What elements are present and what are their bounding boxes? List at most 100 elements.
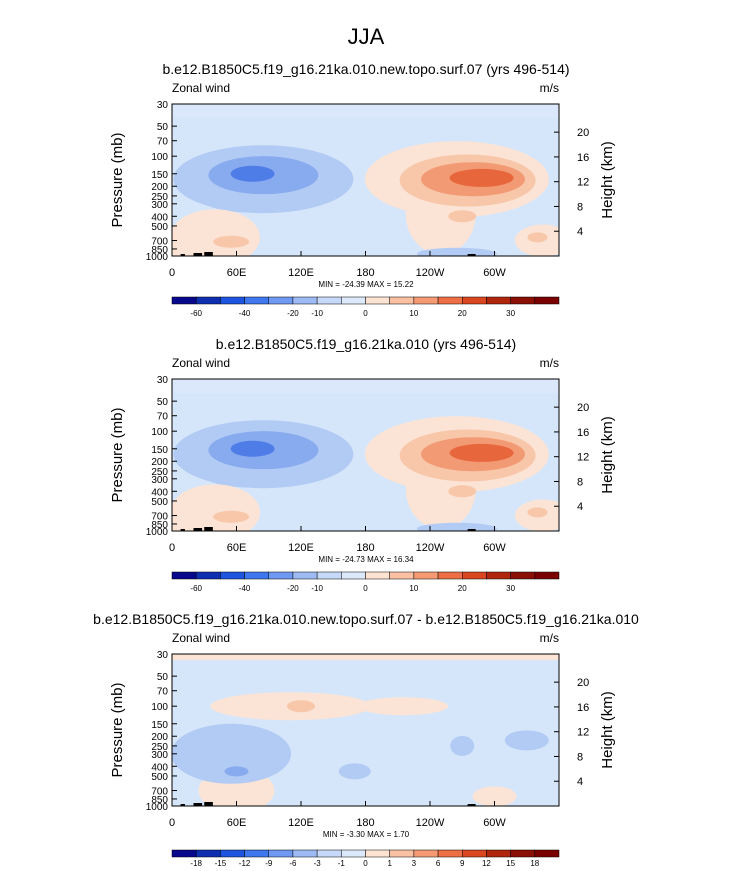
- contour-westerly-core: [449, 168, 514, 187]
- figure-title: JJA: [348, 24, 385, 49]
- colorbar-swatch: [171, 571, 197, 580]
- height-tick-label: 16: [577, 427, 589, 439]
- colorbar-swatch: [292, 296, 318, 305]
- y-tick-label: 50: [157, 122, 169, 133]
- colorbar-label: -6: [289, 859, 297, 868]
- x-tick-label: 60W: [483, 542, 506, 554]
- x-tick-label: 120E: [288, 542, 314, 554]
- contour-easterly-core: [230, 440, 275, 457]
- colorbar-swatch: [534, 296, 560, 305]
- y-tick-label: 300: [151, 200, 168, 211]
- contour-easterly-core: [230, 165, 275, 182]
- y-tick-label: 1000: [146, 802, 169, 813]
- colorbar-swatch: [244, 849, 269, 858]
- colorbar-swatch: [268, 849, 294, 858]
- colorbar-label: 30: [506, 309, 515, 318]
- height-tick-label: 20: [577, 127, 589, 139]
- topography-block: [180, 254, 185, 256]
- colorbar-label: -60: [190, 584, 202, 593]
- y-tick-label: 400: [151, 487, 168, 498]
- colorbar-swatch: [316, 849, 342, 858]
- y-tick-label: 150: [151, 170, 168, 181]
- y-tick-label: 500: [151, 222, 168, 233]
- height-tick-label: 8: [577, 201, 583, 213]
- contour-low-west: [172, 484, 260, 531]
- colorbar-swatch: [510, 571, 536, 580]
- colorbar-label: -40: [239, 309, 251, 318]
- y-tick-label: 50: [157, 672, 169, 683]
- y-tick-label: 700: [151, 237, 168, 248]
- contour-diff-neg4: [338, 763, 371, 780]
- colorbar-swatch: [195, 296, 221, 305]
- y-axis-label: Pressure (mb): [109, 682, 126, 777]
- y-tick-label: 700: [151, 512, 168, 523]
- panel-title: b.e12.B1850C5.f19_g16.21ka.010.new.topo.…: [162, 61, 569, 77]
- colorbar-swatch: [292, 849, 318, 858]
- y-tick-label: 30: [157, 650, 169, 661]
- colorbar-label: 30: [506, 584, 515, 593]
- x-tick-label: 180: [356, 817, 374, 829]
- contour-low-west: [172, 209, 260, 256]
- panel-1: b.e12.B1850C5.f19_g16.21ka.010.new.topo.…: [109, 61, 616, 318]
- topography-block: [180, 529, 185, 531]
- x-tick-label: 60E: [227, 267, 247, 279]
- contour-low-east-core: [527, 507, 548, 518]
- y-tick-label: 500: [151, 497, 168, 508]
- colorbar-swatch: [195, 571, 221, 580]
- y-tick-label: 300: [151, 475, 168, 486]
- height-tick-label: 8: [577, 476, 583, 488]
- colorbar-label: -3: [314, 859, 322, 868]
- height-tick-label: 20: [577, 402, 589, 414]
- colorbar-label: 18: [530, 859, 539, 868]
- colorbar-swatch: [462, 571, 487, 580]
- x-tick-label: 120W: [416, 817, 445, 829]
- colorbar-label: -20: [287, 309, 299, 318]
- y-tick-label: 30: [157, 100, 169, 111]
- colorbar-swatch: [341, 849, 366, 858]
- y-tick-label: 300: [151, 750, 168, 761]
- x-tick-label: 120E: [288, 267, 314, 279]
- y-tick-label: 100: [151, 152, 168, 163]
- contour-westerly-core: [449, 443, 514, 462]
- colorbar-label: 1: [387, 859, 392, 868]
- colorbar-swatch: [171, 296, 197, 305]
- colorbar-swatch: [534, 849, 560, 858]
- right-string: m/s: [540, 81, 559, 95]
- x-tick-label: 60E: [227, 542, 247, 554]
- height-tick-label: 4: [577, 226, 583, 238]
- contour-low-west-core: [213, 235, 250, 248]
- colorbar-swatch: [462, 296, 487, 305]
- colorbar-swatch: [365, 571, 390, 580]
- colorbar-label: 0: [363, 309, 368, 318]
- topography-block: [204, 527, 213, 531]
- min-max-label: MIN = -24.73 MAX = 16.34: [318, 555, 414, 564]
- contour-surface-west: [172, 518, 201, 531]
- colorbar-label: 9: [460, 859, 465, 868]
- colorbar-swatch: [389, 296, 415, 305]
- x-tick-label: 120W: [416, 542, 445, 554]
- plot-area: [172, 379, 559, 531]
- colorbar-swatch: [341, 571, 366, 580]
- colorbar-label: 0: [363, 859, 368, 868]
- y-tick-label: 100: [151, 427, 168, 438]
- colorbar-label: 10: [409, 584, 418, 593]
- colorbar-swatch: [365, 296, 390, 305]
- colorbar-swatch: [316, 296, 342, 305]
- colorbar-swatch: [437, 296, 463, 305]
- contour-diff-neg2: [450, 735, 475, 756]
- min-max-label: MIN = -3.30 MAX = 1.70: [323, 830, 410, 839]
- x-tick-label: 120W: [416, 267, 445, 279]
- topography-block: [204, 252, 213, 256]
- colorbar-swatch: [365, 849, 390, 858]
- colorbar-swatch: [244, 296, 269, 305]
- y-tick-label: 250: [151, 192, 168, 203]
- y-tick-label: 400: [151, 212, 168, 223]
- x-tick-label: 120E: [288, 817, 314, 829]
- y-axis-right-label: Height (km): [599, 416, 616, 494]
- left-string: Zonal wind: [172, 81, 230, 95]
- colorbar-swatch: [510, 296, 536, 305]
- y-axis-label: Pressure (mb): [109, 132, 126, 227]
- y-tick-label: 70: [157, 137, 169, 148]
- colorbar-label: -18: [190, 859, 202, 868]
